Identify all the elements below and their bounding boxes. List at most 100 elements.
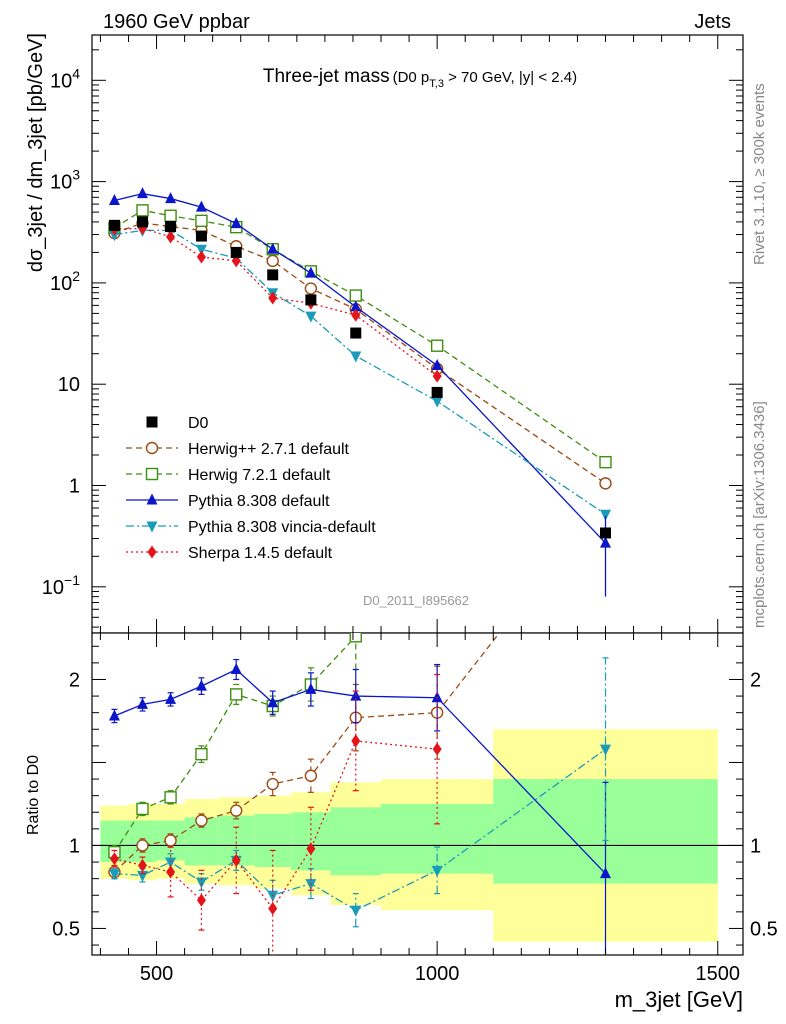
main-panel-frame bbox=[91, 34, 744, 634]
data-point bbox=[431, 386, 443, 398]
legend-item-0: Herwig++ 2.7.1 default bbox=[126, 441, 350, 458]
ratio-point-0 bbox=[164, 834, 177, 847]
ratio-point-1 bbox=[136, 802, 149, 816]
main-panel: 10−1 1 10 102 103 104 Three-jet mass (D0 pT,3 … bbox=[25, 33, 744, 634]
ratio-point-3 bbox=[431, 865, 443, 877]
main-point-1 bbox=[349, 289, 362, 302]
ratio-point-3 bbox=[165, 857, 177, 869]
ratio-point-2 bbox=[305, 682, 317, 694]
data-point bbox=[305, 294, 317, 306]
legend-item-4: Sherpa 1.4.5 default bbox=[126, 545, 333, 562]
legend: D0 Herwig++ 2.7.1 default Herwig 7.2.1 def… bbox=[126, 415, 376, 562]
legend-label-data: D0 bbox=[188, 415, 209, 432]
ratio-point-1 bbox=[164, 791, 177, 804]
ratio-point-2 bbox=[137, 697, 149, 709]
ratio-tick-label: 1 bbox=[69, 835, 80, 857]
y-tick-label: 1 bbox=[69, 476, 80, 498]
ratio-point-2 bbox=[195, 679, 207, 691]
watermark: D0_2011_I895662 bbox=[363, 593, 469, 608]
main-point-4 bbox=[432, 369, 442, 383]
ratio-point-3 bbox=[600, 744, 612, 756]
ratio-point-0 bbox=[195, 814, 208, 827]
ratio-line-2 bbox=[114, 668, 606, 875]
x-axis-label: m_3jet [GeV] bbox=[615, 987, 743, 1012]
side-label-rivet: Rivet 3.1.10, ≥ 300k events bbox=[751, 83, 768, 265]
main-point-3 bbox=[600, 509, 612, 521]
main-point-1 bbox=[195, 214, 208, 228]
legend-label-2: Pythia 8.308 default bbox=[188, 493, 330, 510]
ratio-point-4 bbox=[231, 853, 241, 867]
ratio-point-2 bbox=[431, 691, 443, 703]
legend-marker-data bbox=[146, 416, 158, 428]
ratio-point-3 bbox=[195, 877, 207, 889]
legend-marker-2 bbox=[146, 493, 158, 505]
ratio-tick-label: 0.5 bbox=[52, 918, 80, 940]
ratio-point-2 bbox=[267, 696, 279, 708]
legend-label-0: Herwig++ 2.7.1 default bbox=[188, 441, 350, 458]
main-point-2 bbox=[267, 242, 279, 254]
legend-marker-0 bbox=[145, 441, 159, 455]
ratio-point-2 bbox=[108, 709, 120, 721]
ratio-point-4 bbox=[138, 858, 148, 872]
main-point-0 bbox=[304, 282, 318, 295]
main-line-0 bbox=[114, 222, 606, 484]
main-point-2 bbox=[137, 187, 149, 199]
chart-title-sub-prefix: (D0 p bbox=[393, 69, 430, 86]
ratio-point-4 bbox=[306, 842, 316, 856]
ratio-line-4 bbox=[114, 740, 438, 910]
ratio-line-0 bbox=[114, 633, 501, 873]
main-point-2 bbox=[305, 266, 317, 278]
y-tick-label: 10 bbox=[58, 374, 80, 396]
legend-label-3: Pythia 8.308 vincia-default bbox=[188, 519, 376, 536]
ratio-point-1 bbox=[230, 688, 243, 701]
main-plot-area bbox=[108, 187, 612, 597]
side-label-mcplots: mcplots.cern.ch [arXiv:1306.3436] bbox=[751, 401, 768, 628]
legend-item-3: Pythia 8.308 vincia-default bbox=[126, 519, 376, 536]
band-inner bbox=[291, 812, 331, 871]
main-point-2 bbox=[350, 300, 362, 312]
legend-marker-1 bbox=[145, 467, 159, 481]
ratio-point-4 bbox=[166, 865, 176, 879]
main-y-ticks: 10−1 1 10 102 103 104 bbox=[42, 49, 743, 628]
ratio-point-4 bbox=[268, 902, 278, 916]
header-right: Jets bbox=[694, 11, 731, 33]
ratio-line-1 bbox=[113, 633, 360, 853]
ratio-point-0 bbox=[304, 769, 318, 782]
header-left: 1960 GeV ppbar bbox=[103, 11, 250, 33]
y-tick-label: 103 bbox=[50, 167, 80, 194]
legend-item-2: Pythia 8.308 default bbox=[126, 493, 330, 510]
ratio-tick-label-right: 1 bbox=[750, 835, 761, 857]
ratio-y-axis-label: Ratio to D0 bbox=[25, 755, 42, 835]
main-point-3 bbox=[431, 396, 443, 408]
ratio-line-3 bbox=[114, 748, 606, 911]
ratio-y-ticks: 0.5 0.5 1 1 2 2 bbox=[52, 645, 778, 946]
y-tick-label: 102 bbox=[50, 268, 80, 295]
legend-label-1: Herwig 7.2.1 default bbox=[188, 467, 331, 484]
data-point bbox=[267, 269, 279, 281]
main-point-2 bbox=[108, 194, 120, 206]
ratio-point-1 bbox=[349, 633, 362, 643]
data-point bbox=[230, 246, 242, 258]
main-point-4 bbox=[351, 308, 361, 322]
band-inner bbox=[254, 813, 292, 868]
main-point-1 bbox=[136, 204, 149, 217]
main-line-2 bbox=[114, 193, 606, 544]
main-point-3 bbox=[108, 230, 120, 242]
main-point-1 bbox=[430, 339, 444, 352]
main-point-4 bbox=[268, 291, 278, 305]
ratio-point-0 bbox=[230, 804, 243, 817]
ratio-point-4 bbox=[109, 852, 119, 866]
main-point-2 bbox=[431, 358, 443, 370]
main-line-4 bbox=[114, 227, 438, 377]
x-tick-label: 1000 bbox=[415, 963, 460, 985]
x-axis-ticks: 500 1000 1500 bbox=[99, 35, 740, 985]
main-point-1 bbox=[599, 455, 612, 469]
main-point-3 bbox=[305, 311, 317, 323]
ratio-clipped bbox=[108, 633, 612, 955]
ratio-point-2 bbox=[165, 692, 177, 704]
chart-title-sub-subscript: T,3 bbox=[429, 78, 444, 90]
band-inner bbox=[381, 803, 494, 874]
y-tick-label: 104 bbox=[50, 65, 80, 92]
legend-item-1: Herwig 7.2.1 default bbox=[126, 467, 331, 484]
ratio-point-3 bbox=[350, 905, 362, 917]
